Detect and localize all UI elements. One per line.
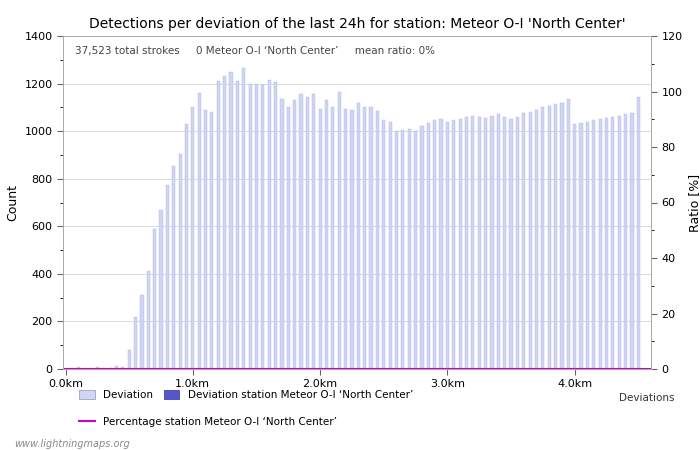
- Bar: [70, 368, 74, 369]
- Bar: [90, 368, 92, 369]
- Bar: [217, 81, 220, 369]
- Bar: [344, 108, 347, 369]
- Bar: [166, 184, 169, 369]
- Bar: [580, 123, 582, 369]
- Bar: [611, 117, 615, 369]
- Bar: [160, 210, 162, 369]
- Bar: [433, 121, 436, 369]
- Bar: [440, 119, 442, 369]
- Bar: [598, 119, 602, 369]
- Bar: [452, 121, 455, 369]
- Bar: [471, 116, 475, 369]
- Bar: [592, 121, 595, 369]
- Bar: [236, 81, 239, 369]
- Bar: [185, 124, 188, 369]
- Bar: [376, 111, 379, 369]
- Bar: [465, 117, 468, 369]
- Bar: [541, 108, 545, 369]
- Bar: [503, 117, 506, 369]
- Bar: [490, 116, 493, 369]
- Bar: [210, 112, 214, 369]
- Bar: [497, 114, 500, 369]
- Bar: [153, 229, 156, 369]
- Bar: [560, 103, 564, 369]
- Bar: [280, 99, 284, 369]
- Bar: [261, 85, 265, 369]
- Bar: [96, 367, 99, 369]
- Bar: [573, 124, 576, 369]
- Bar: [172, 166, 175, 369]
- Bar: [630, 113, 634, 369]
- Bar: [528, 112, 532, 369]
- Bar: [306, 97, 309, 369]
- Bar: [255, 84, 258, 369]
- Bar: [554, 104, 557, 369]
- Bar: [121, 367, 125, 369]
- Bar: [312, 94, 315, 369]
- Bar: [357, 103, 360, 369]
- Bar: [586, 122, 589, 369]
- Bar: [318, 108, 322, 369]
- Bar: [427, 123, 430, 369]
- Bar: [127, 350, 131, 369]
- Bar: [624, 114, 627, 369]
- Bar: [134, 317, 137, 369]
- Bar: [535, 110, 538, 369]
- Bar: [401, 130, 405, 369]
- Bar: [510, 119, 512, 369]
- Bar: [407, 129, 411, 369]
- Bar: [325, 100, 328, 369]
- Bar: [242, 68, 245, 369]
- Bar: [287, 108, 290, 369]
- Bar: [637, 97, 640, 369]
- Bar: [458, 119, 462, 369]
- Bar: [223, 76, 226, 369]
- Bar: [477, 117, 481, 369]
- Bar: [248, 84, 252, 369]
- Legend: Percentage station Meteor O-I ‘North Center’: Percentage station Meteor O-I ‘North Cen…: [75, 413, 342, 431]
- Bar: [395, 131, 398, 369]
- Bar: [420, 126, 424, 369]
- Title: Detections per deviation of the last 24h for station: Meteor O-I 'North Center': Detections per deviation of the last 24h…: [89, 17, 625, 31]
- Bar: [191, 108, 195, 369]
- Bar: [267, 80, 271, 369]
- Text: www.lightningmaps.org: www.lightningmaps.org: [14, 439, 130, 449]
- Bar: [83, 368, 86, 369]
- Y-axis label: Count: Count: [6, 184, 19, 221]
- Bar: [197, 93, 201, 369]
- Bar: [77, 367, 80, 369]
- Text: Deviations: Deviations: [620, 393, 675, 403]
- Bar: [414, 131, 417, 369]
- Bar: [370, 108, 372, 369]
- Bar: [293, 100, 296, 369]
- Bar: [516, 117, 519, 369]
- Bar: [230, 72, 232, 369]
- Bar: [382, 121, 385, 369]
- Bar: [108, 368, 112, 369]
- Bar: [446, 122, 449, 369]
- Bar: [204, 110, 207, 369]
- Bar: [605, 118, 608, 369]
- Bar: [547, 106, 551, 369]
- Bar: [567, 99, 570, 369]
- Bar: [147, 271, 150, 369]
- Bar: [522, 113, 525, 369]
- Bar: [484, 118, 487, 369]
- Bar: [337, 92, 341, 369]
- Bar: [274, 82, 277, 369]
- Bar: [140, 295, 143, 369]
- Bar: [363, 108, 366, 369]
- Text: 37,523 total strokes     0 Meteor O-I ‘North Center’     mean ratio: 0%: 37,523 total strokes 0 Meteor O-I ‘North…: [75, 46, 435, 56]
- Bar: [617, 116, 621, 369]
- Bar: [300, 94, 302, 369]
- Legend: Deviation, Deviation station Meteor O-I ‘North Center’: Deviation, Deviation station Meteor O-I …: [75, 386, 417, 404]
- Bar: [389, 122, 392, 369]
- Bar: [350, 110, 354, 369]
- Y-axis label: Ratio [%]: Ratio [%]: [688, 173, 700, 232]
- Bar: [178, 154, 182, 369]
- Bar: [102, 368, 105, 369]
- Bar: [115, 366, 118, 369]
- Bar: [331, 108, 335, 369]
